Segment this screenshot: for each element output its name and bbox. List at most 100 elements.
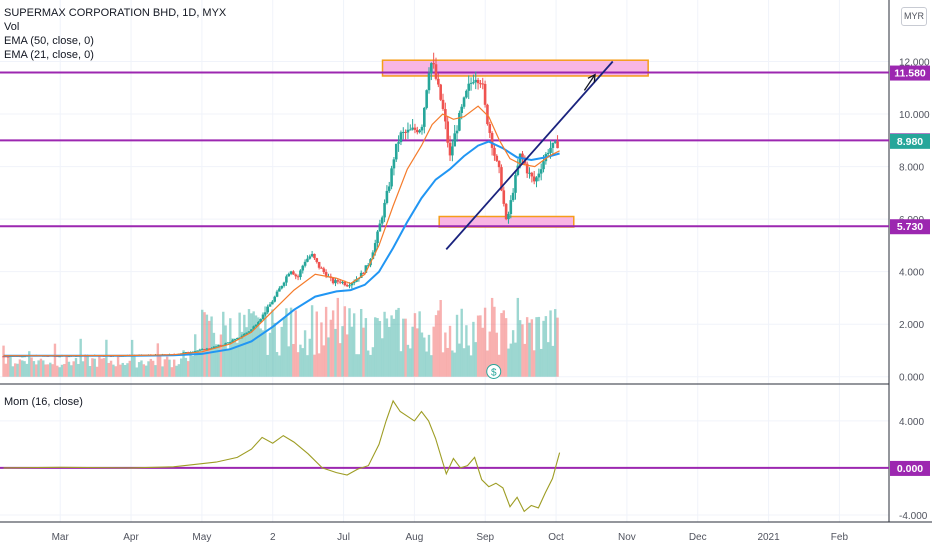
volume-bar: [479, 315, 482, 377]
volume-bar: [261, 330, 265, 377]
candle-body: [385, 190, 389, 203]
volume-bar: [390, 315, 393, 377]
volume-bar: [334, 328, 337, 377]
ema50-legend[interactable]: EMA (50, close, 0): [4, 35, 94, 47]
volume-bar: [198, 350, 202, 377]
volume-bar: [95, 366, 99, 377]
volume-bar: [58, 367, 61, 377]
momentum-tick-label: 4.000: [899, 417, 924, 428]
candle-body: [549, 147, 552, 153]
dividend-label: $: [491, 367, 497, 378]
volume-bar: [427, 334, 431, 377]
symbol-title[interactable]: SUPERMAX CORPORATION BHD, 1D, MYX: [4, 7, 227, 19]
volume-bar: [231, 338, 234, 377]
candle-body: [200, 349, 204, 351]
volume-bar: [102, 358, 106, 377]
candle-body: [392, 159, 396, 169]
volume-bar: [525, 317, 529, 377]
volume-bar: [458, 343, 461, 377]
volume-bar: [528, 322, 531, 377]
volume-bar: [423, 337, 426, 377]
candle-body: [196, 350, 199, 352]
volume-bar: [493, 306, 496, 377]
volume-bar: [469, 355, 473, 377]
candle-body: [502, 190, 506, 204]
candle-body: [525, 163, 529, 174]
candle-body: [469, 82, 473, 84]
volume-legend[interactable]: Vol: [4, 21, 20, 33]
candle-body: [390, 168, 393, 187]
ema21-legend[interactable]: EMA (21, close, 0): [4, 49, 94, 61]
candle-body: [383, 202, 386, 218]
candle-body: [486, 104, 489, 125]
volume-bar: [530, 319, 534, 377]
candle-body: [504, 203, 508, 220]
price-axis[interactable]: 12.00010.0008.0006.0004.0002.0000.0004.0…: [890, 58, 930, 522]
volume-bar: [511, 330, 515, 377]
volume-bar: [7, 355, 10, 377]
volume-bar: [114, 366, 117, 377]
candle-body: [320, 267, 323, 269]
volume-bar: [11, 366, 15, 377]
volume-bar: [189, 355, 192, 377]
volume-bar: [180, 358, 183, 377]
candle-body: [397, 142, 400, 144]
volume-bar: [374, 317, 377, 377]
candle-body: [275, 291, 279, 297]
candle-body: [4, 356, 8, 358]
candle-body: [537, 173, 541, 178]
price-tag-bg: [890, 133, 930, 149]
volume-bar: [100, 358, 103, 377]
time-tick-label: Dec: [689, 532, 707, 543]
price-tick-label: 4.000: [899, 268, 924, 279]
volume-bar: [257, 317, 260, 377]
grid: [0, 0, 932, 523]
candle-body: [476, 79, 480, 84]
candle-body: [214, 346, 218, 348]
time-tick-label: 2: [270, 532, 276, 543]
dividend-marker: $: [486, 363, 502, 379]
volume-bar: [194, 334, 197, 377]
volume-bar: [399, 351, 403, 377]
momentum-legend[interactable]: Mom (16, close): [4, 396, 83, 408]
volume-bar: [467, 345, 470, 377]
candle-body: [9, 356, 12, 358]
volume-bar: [105, 339, 108, 377]
candle-body: [217, 345, 220, 347]
candle-body: [303, 261, 307, 266]
volume-bar: [63, 363, 66, 377]
volume-bar: [481, 327, 484, 377]
volume-bar: [151, 360, 155, 377]
volume-bar: [497, 354, 501, 377]
candle-body: [481, 83, 485, 85]
candle-body: [243, 333, 246, 336]
candle-body: [315, 258, 319, 262]
volume-bar: [177, 364, 181, 377]
volume-bar: [317, 353, 321, 377]
candle-body: [511, 192, 515, 201]
price-tick-label: 0.000: [899, 373, 924, 384]
volume-bar: [49, 362, 52, 377]
volume-bar: [395, 309, 398, 377]
volume-bar: [434, 315, 438, 377]
candle-body: [378, 223, 382, 232]
volume-bar: [502, 310, 505, 377]
dividend-circle: [486, 363, 502, 379]
candle-body: [376, 231, 379, 244]
candle-body: [350, 283, 354, 286]
drawings[interactable]: [445, 60, 614, 250]
volume-bar: [130, 339, 134, 377]
candle-body: [434, 64, 438, 79]
time-axis[interactable]: Mar Apr May 2 Jul Aug Sep Oct Nov Dec 2021 Feb: [52, 532, 849, 543]
time-tick-label: Feb: [831, 532, 849, 543]
volume-bar: [500, 313, 503, 377]
volume-bar: [109, 360, 113, 377]
volume-bar: [460, 308, 463, 377]
candle-body: [317, 261, 321, 268]
candle-body: [514, 174, 517, 193]
currency-button[interactable]: MYR: [901, 7, 927, 26]
volume-bar: [289, 307, 293, 377]
candle-body: [203, 349, 206, 351]
volume-bar: [16, 363, 19, 377]
